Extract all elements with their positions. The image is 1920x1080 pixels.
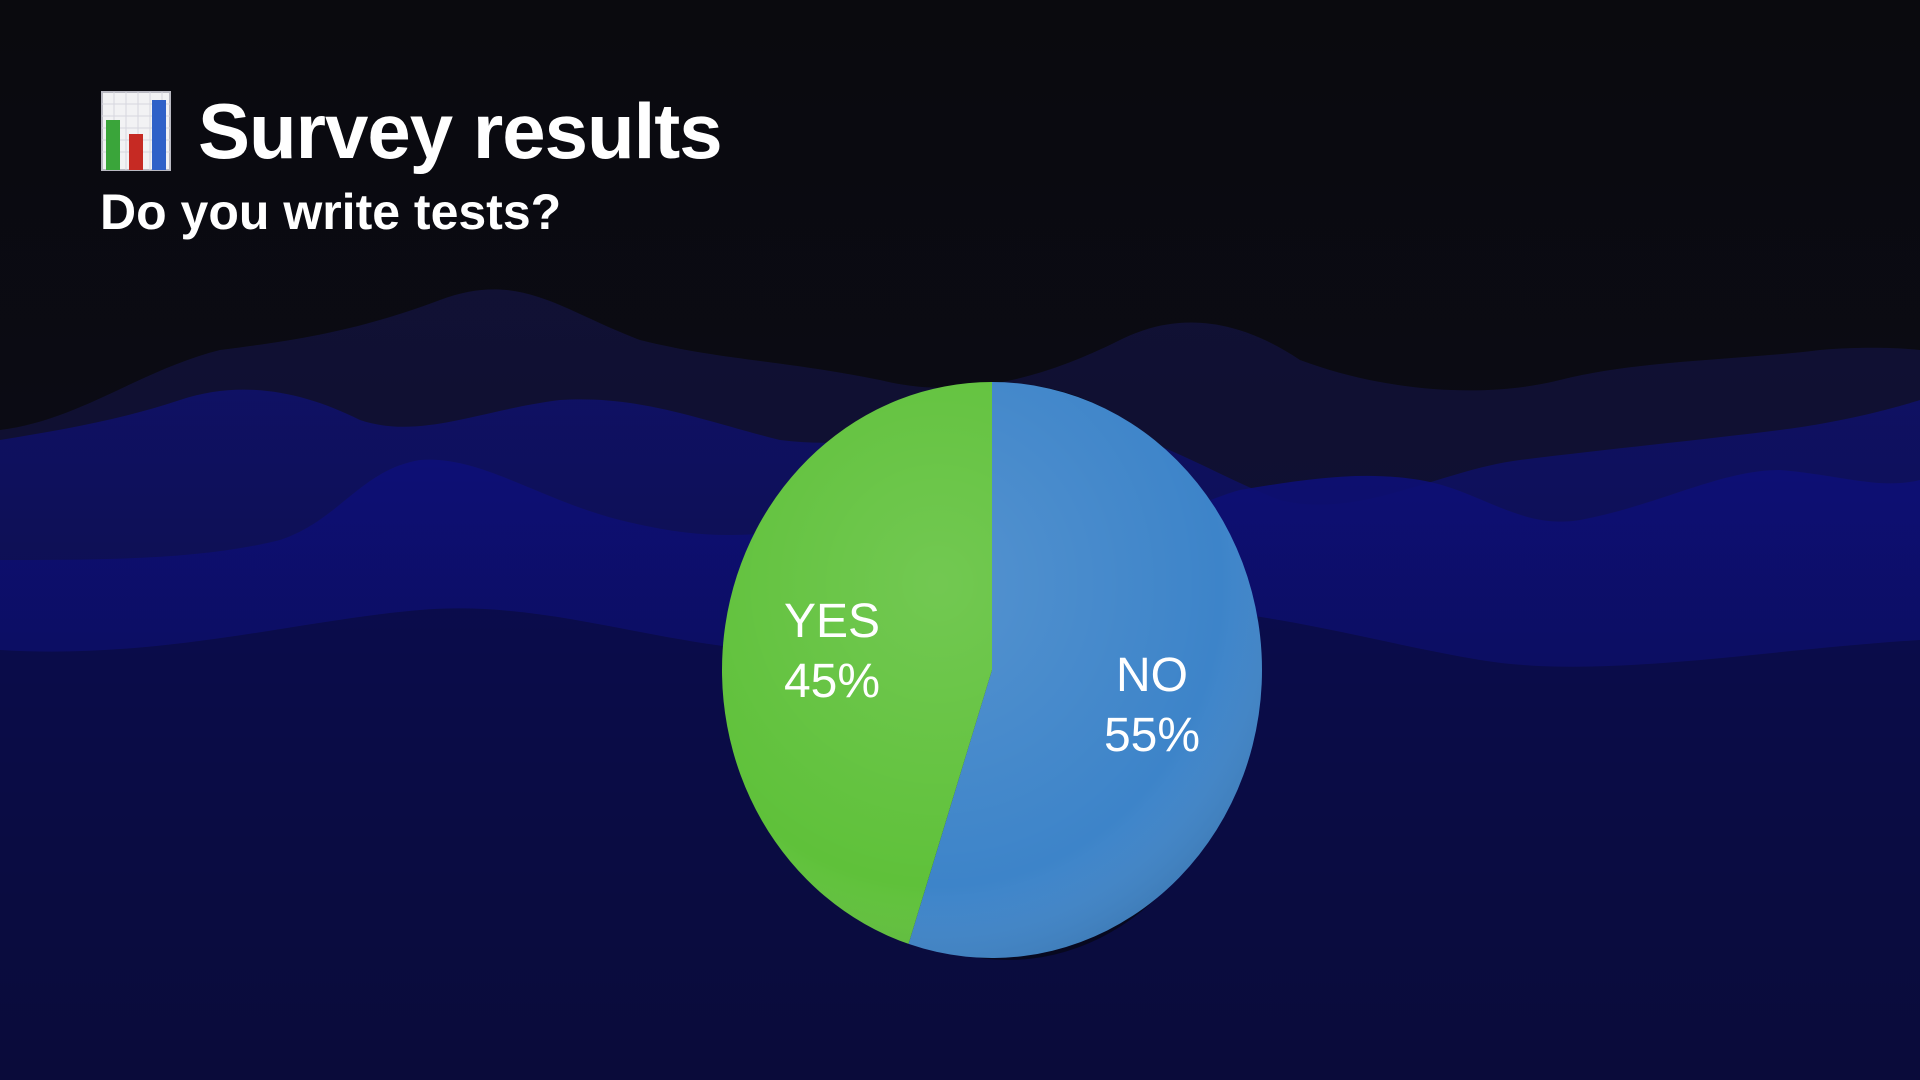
chart-subtitle: Do you write tests? — [100, 184, 562, 240]
slice-value-yes: 45% — [784, 655, 880, 708]
chart-title: Survey results — [198, 87, 723, 175]
bar-chart-icon — [101, 91, 171, 171]
slice-value-no: 55% — [1104, 709, 1200, 762]
header: Survey results Do you write tests? — [100, 87, 723, 242]
slice-label-yes: YES — [784, 595, 880, 648]
slice-label-no: NO — [1116, 649, 1188, 702]
title-row: Survey results — [100, 87, 723, 175]
